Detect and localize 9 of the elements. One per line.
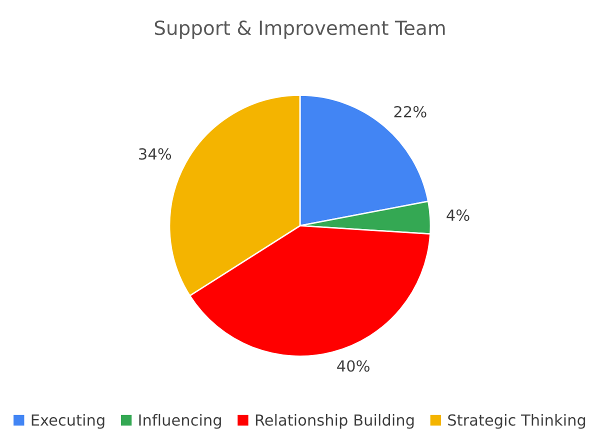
data-label: 40% bbox=[337, 360, 370, 372]
legend-label: Executing bbox=[32, 414, 104, 429]
data-label: 34% bbox=[139, 148, 172, 160]
data-label: 4% bbox=[446, 209, 470, 221]
legend-label: Relationship Building bbox=[256, 414, 414, 429]
data-label: 22% bbox=[394, 106, 426, 118]
legend-label: Influencing bbox=[139, 414, 221, 429]
chart-title: Support & Improvement Team bbox=[154, 20, 445, 39]
legend-label: Strategic Thinking bbox=[448, 414, 586, 429]
